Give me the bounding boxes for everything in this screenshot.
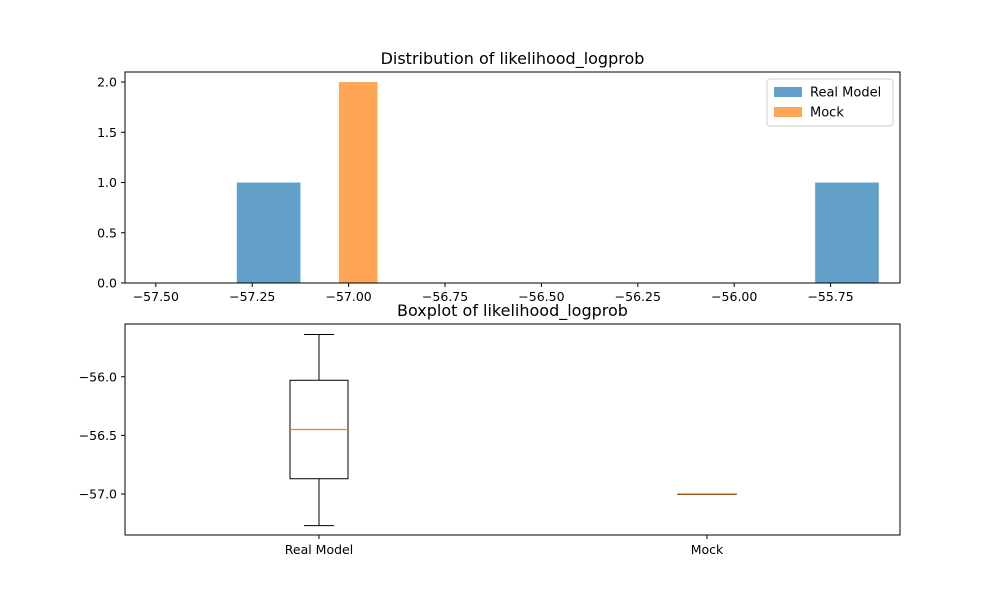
boxplot-title: Boxplot of likelihood_logprob xyxy=(397,301,628,321)
y-tick-label: 0.0 xyxy=(97,276,117,291)
x-tick-label: −56.00 xyxy=(711,289,757,304)
histogram-y-ticks: 0.0 0.5 1.0 1.5 2.0 xyxy=(97,75,125,291)
histogram-panel: Distribution of likelihood_logprob −57.5… xyxy=(97,49,901,304)
y-tick-label: −56.0 xyxy=(79,369,117,384)
x-tick-label: −57.00 xyxy=(325,289,371,304)
x-tick-label: −56.75 xyxy=(422,289,468,304)
y-tick-label: 1.0 xyxy=(97,175,117,190)
legend-swatch xyxy=(774,107,802,117)
boxplot-frame xyxy=(124,323,901,536)
x-tick-label: Real Model xyxy=(285,542,353,557)
boxplot-y-ticks: −57.0 −56.5 −56.0 xyxy=(79,369,125,501)
histogram-x-ticks: −57.50 −57.25 −57.00 −56.75 −56.50 −56.25 −56.… xyxy=(133,283,854,304)
histogram-bar xyxy=(815,182,879,283)
boxplot-x-ticks: Real Model Mock xyxy=(285,535,724,557)
histogram-legend: Real Model Mock xyxy=(766,78,894,127)
legend-label: Real Model xyxy=(810,86,881,101)
histogram-bar xyxy=(338,82,378,283)
y-tick-label: 2.0 xyxy=(97,75,117,90)
boxplot-marks xyxy=(289,334,737,527)
y-tick-label: 1.5 xyxy=(97,125,117,140)
histogram-bars xyxy=(236,82,879,283)
histogram-bar xyxy=(236,182,301,283)
y-tick-label: −56.5 xyxy=(79,428,117,443)
boxplot-panel: Boxplot of likelihood_logprob Real Model… xyxy=(79,301,901,557)
y-tick-label: −57.0 xyxy=(79,486,117,501)
x-tick-label: Mock xyxy=(691,542,724,557)
x-tick-label: −56.25 xyxy=(615,289,661,304)
legend-swatch xyxy=(774,87,802,97)
x-tick-label: −57.50 xyxy=(133,289,179,304)
x-tick-label: −57.25 xyxy=(229,289,275,304)
histogram-title: Distribution of likelihood_logprob xyxy=(381,49,645,69)
histogram-frame xyxy=(124,71,901,284)
legend-label: Mock xyxy=(810,106,844,121)
x-tick-label: −56.50 xyxy=(518,289,564,304)
y-tick-label: 0.5 xyxy=(97,225,117,240)
x-tick-label: −55.75 xyxy=(807,289,853,304)
